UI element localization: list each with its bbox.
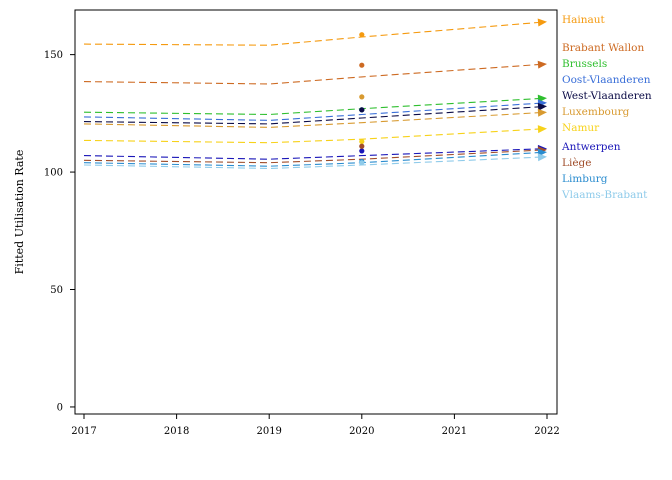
series-arrow-brabant-wallon [537,60,547,69]
series-label-namur: Namur [562,122,600,134]
series-line-namur [83,128,539,144]
series-label-liege: Liège [562,157,591,169]
series-arrow-luxembourg [537,108,547,117]
series-line-vlaams-brabant [83,156,539,170]
y-tick-label: 100 [44,168,63,179]
x-tick-label: 2017 [71,426,96,437]
observed-point-luxembourg [359,94,365,100]
series-line-west-vlaanderen [83,106,539,125]
y-axis-title: Fitted Utilisation Rate [13,150,26,275]
y-tick-label: 0 [57,402,63,413]
series-arrow-hainaut [537,18,547,27]
series-line-antwerpen [83,148,539,160]
series-label-luxembourg: Luxembourg [562,106,630,118]
series-arrow-namur [537,125,547,134]
y-tick-label: 50 [50,285,63,296]
observed-point-namur [359,138,365,145]
series-label-limburg: Limburg [562,173,608,185]
series-label-oost-vlaanderen: Oost-Vlaanderen [562,74,651,86]
x-tick-label: 2020 [349,426,374,437]
observed-points [359,32,365,166]
observed-point-hainaut [359,32,365,38]
series-arrow-west-vlaanderen [537,102,547,111]
series-line-oost-vlaanderen [83,102,539,121]
observed-point-vlaams-brabant [359,160,365,166]
series-line-limburg [83,152,539,167]
series-labels: Hainaut Brabant Wallon Brussels Oost-Vlaand… [561,14,652,201]
y-tick-label: 150 [44,50,63,61]
x-tick-label: 2022 [534,426,559,437]
x-tick-label: 2021 [442,426,467,437]
series-line-brussels [83,98,539,116]
y-axis: 0 50 100 150 [44,50,75,413]
x-tick-label: 2018 [164,426,189,437]
observed-point-antwerpen [359,148,365,154]
series-label-vlaams-brabant: Vlaams-Brabant [561,189,648,201]
series-label-west-vlaanderen: West-Vlaanderen [562,90,652,102]
series-label-brabant-wallon: Brabant Wallon [562,42,644,54]
x-axis: 2017 2018 2019 2020 2021 2022 [71,414,560,437]
series-label-antwerpen: Antwerpen [561,141,621,153]
series-lines [83,18,547,170]
series-line-liege [83,149,539,164]
observed-point-liege [359,143,365,149]
plot-frame [74,9,558,415]
series-label-brussels: Brussels [562,58,607,70]
series-line-hainaut [83,21,539,46]
series-line-luxembourg [83,112,539,128]
series-label-hainaut: Hainaut [562,14,606,26]
series-arrow-vlaams-brabant [537,153,547,162]
observed-point-brabant-wallon [359,62,365,68]
series-line-brabant-wallon [83,64,539,85]
x-tick-label: 2019 [256,426,281,437]
observed-point-west-vlaanderen [359,107,365,113]
